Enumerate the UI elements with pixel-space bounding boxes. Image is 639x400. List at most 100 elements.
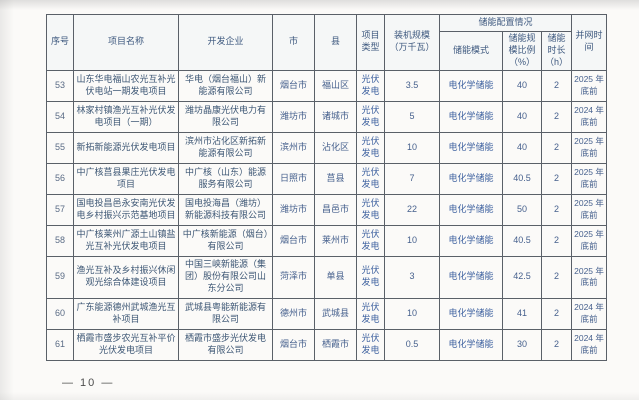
cell-storage-duration: 2 bbox=[541, 100, 572, 133]
cell-county: 莒县 bbox=[314, 162, 357, 195]
cell-developer: 中国三峡新能源（集团）股份有限公司山东分公司 bbox=[178, 255, 273, 299]
page-number: — 10 — bbox=[62, 377, 115, 389]
cell-name: 广东能源德州武城渔光互补项目 bbox=[73, 297, 179, 330]
cell-name: 中广核莱州广源土山镇盐光互补光伏发电项目 bbox=[73, 224, 179, 257]
cell-storage-ratio: 41 bbox=[502, 297, 542, 330]
cell-storage-mode: 电化学储能 bbox=[439, 69, 503, 102]
header-grid-time: 并网时间 bbox=[571, 14, 607, 71]
cell-grid-time: 2025 年底前 bbox=[571, 193, 607, 226]
cell-storage-duration: 2 bbox=[541, 255, 572, 299]
header-no: 序号 bbox=[46, 14, 74, 71]
cell-grid-time: 2024 年底前 bbox=[571, 297, 607, 330]
cell-city: 潍坊市 bbox=[272, 193, 315, 226]
cell-storage-ratio: 50 bbox=[502, 193, 542, 226]
cell-storage-mode: 电化学储能 bbox=[439, 131, 503, 164]
cell-storage-ratio: 40.5 bbox=[502, 224, 542, 257]
header-project-name: 项目名称 bbox=[73, 14, 179, 71]
cell-developer: 栖霞市盛步光伏发电有限公司 bbox=[178, 328, 273, 361]
cell-name: 山东华电福山农光互补光伏电站一期发电项目 bbox=[73, 69, 179, 102]
header-storage-mode: 储能模式 bbox=[439, 31, 503, 71]
cell-grid-time: 2024 年底前 bbox=[571, 328, 607, 361]
cell-developer: 武城县粤能新能源有限公司 bbox=[178, 297, 273, 330]
cell-capacity: 22 bbox=[384, 193, 440, 226]
cell-type: 光伏发电 bbox=[356, 255, 385, 299]
table-row: 57 国电投昌邑永安南光伏发电乡村振兴示范基地项目 国电投海昌（潍坊）新能源科技有限… bbox=[46, 193, 607, 226]
table-row: 60 广东能源德州武城渔光互补项目 武城县粤能新能源有限公司 德州市 武城县 光伏发电 10… bbox=[46, 297, 607, 330]
cell-capacity: 0.5 bbox=[384, 328, 440, 361]
cell-no: 56 bbox=[46, 162, 74, 195]
cell-storage-ratio: 30 bbox=[502, 328, 542, 361]
cell-no: 57 bbox=[46, 193, 74, 226]
cell-city: 烟台市 bbox=[272, 69, 315, 102]
cell-grid-time: 2024 年底前 bbox=[571, 100, 607, 133]
cell-storage-ratio: 40 bbox=[502, 100, 542, 133]
cell-storage-duration: 2 bbox=[541, 224, 572, 257]
table-row: 55 新拓新能源光伏发电项目 滨州市沾化区新拓新能源有限公司 滨州市 沾化区 光伏发电 10… bbox=[46, 131, 607, 164]
cell-county: 昌邑市 bbox=[314, 193, 357, 226]
cell-developer: 华电（烟台福山）新能源有限公司 bbox=[178, 69, 273, 102]
cell-storage-mode: 电化学储能 bbox=[439, 100, 503, 133]
cell-county: 诸城市 bbox=[314, 100, 357, 133]
cell-grid-time: 2025 年底前 bbox=[571, 69, 607, 102]
cell-storage-mode: 电化学储能 bbox=[439, 162, 503, 195]
header-storage-ratio: 储能规模比例（%） bbox=[502, 31, 542, 71]
cell-type: 光伏发电 bbox=[356, 297, 385, 330]
cell-capacity: 3.5 bbox=[384, 69, 440, 102]
cell-storage-mode: 电化学储能 bbox=[439, 193, 503, 226]
cell-storage-duration: 2 bbox=[541, 297, 572, 330]
cell-storage-duration: 2 bbox=[541, 131, 572, 164]
cell-name: 新拓新能源光伏发电项目 bbox=[73, 131, 179, 164]
table-row: 61 栖霞市盛步农光互补平价光伏发电项目 栖霞市盛步光伏发电有限公司 烟台市 栖霞市 光伏… bbox=[46, 328, 607, 361]
header-storage-group: 储能配置情况 bbox=[439, 14, 572, 32]
cell-county: 武城县 bbox=[314, 297, 357, 330]
cell-storage-duration: 2 bbox=[541, 162, 572, 195]
cell-type: 光伏发电 bbox=[356, 100, 385, 133]
header-project-type: 项目类型 bbox=[356, 14, 385, 71]
cell-city: 滨州市 bbox=[272, 131, 315, 164]
cell-no: 55 bbox=[46, 131, 74, 164]
cell-county: 莱州市 bbox=[314, 224, 357, 257]
cell-capacity: 7 bbox=[384, 162, 440, 195]
cell-county: 栖霞市 bbox=[314, 328, 357, 361]
cell-storage-duration: 2 bbox=[541, 193, 572, 226]
cell-type: 光伏发电 bbox=[356, 224, 385, 257]
cell-storage-duration: 2 bbox=[541, 69, 572, 102]
cell-type: 光伏发电 bbox=[356, 162, 385, 195]
header-city: 市 bbox=[272, 14, 315, 71]
cell-developer: 中广核新能源（烟台）有限公司 bbox=[178, 224, 273, 257]
cell-grid-time: 2025 年底前 bbox=[571, 131, 607, 164]
header-developer: 开发企业 bbox=[178, 14, 273, 71]
cell-capacity: 10 bbox=[384, 131, 440, 164]
table-row: 59 渔光互补及乡村振兴休闲观光综合体建设项目 中国三峡新能源（集团）股份有限公司山… bbox=[46, 255, 607, 299]
header-county: 县 bbox=[314, 14, 357, 71]
cell-storage-ratio: 40.5 bbox=[502, 162, 542, 195]
cell-storage-ratio: 40 bbox=[502, 131, 542, 164]
table-row: 58 中广核莱州广源土山镇盐光互补光伏发电项目 中广核新能源（烟台）有限公司 烟台市莱… bbox=[46, 224, 607, 257]
cell-no: 58 bbox=[46, 224, 74, 257]
cell-grid-time: 2025 年底前 bbox=[571, 255, 607, 299]
cell-city: 德州市 bbox=[272, 297, 315, 330]
cell-city: 菏泽市 bbox=[272, 255, 315, 299]
header-storage-duration: 储能时长（h） bbox=[541, 31, 572, 71]
cell-name: 林家村镇渔光互补光伏发电项目（一期） bbox=[73, 100, 179, 133]
cell-type: 光伏发电 bbox=[356, 328, 385, 361]
cell-storage-ratio: 42.5 bbox=[502, 255, 542, 299]
cell-city: 烟台市 bbox=[272, 328, 315, 361]
cell-county: 单县 bbox=[314, 255, 357, 299]
cell-capacity: 10 bbox=[384, 297, 440, 330]
cell-city: 潍坊市 bbox=[272, 100, 315, 133]
cell-storage-duration: 2 bbox=[541, 328, 572, 361]
cell-city: 烟台市 bbox=[272, 224, 315, 257]
cell-no: 60 bbox=[46, 297, 74, 330]
cell-storage-mode: 电化学储能 bbox=[439, 328, 503, 361]
header-capacity: 装机规模（万千瓦） bbox=[384, 14, 440, 71]
cell-grid-time: 2025 年底前 bbox=[571, 224, 607, 257]
cell-storage-mode: 电化学储能 bbox=[439, 297, 503, 330]
cell-capacity: 5 bbox=[384, 100, 440, 133]
cell-grid-time: 2025 年底前 bbox=[571, 162, 607, 195]
table-body: 53 山东华电福山农光互补光伏电站一期发电项目 华电（烟台福山）新能源有限公司 烟台市… bbox=[46, 69, 607, 361]
cell-type: 光伏发电 bbox=[356, 131, 385, 164]
cell-city: 日照市 bbox=[272, 162, 315, 195]
cell-storage-ratio: 40 bbox=[502, 69, 542, 102]
cell-type: 光伏发电 bbox=[356, 193, 385, 226]
